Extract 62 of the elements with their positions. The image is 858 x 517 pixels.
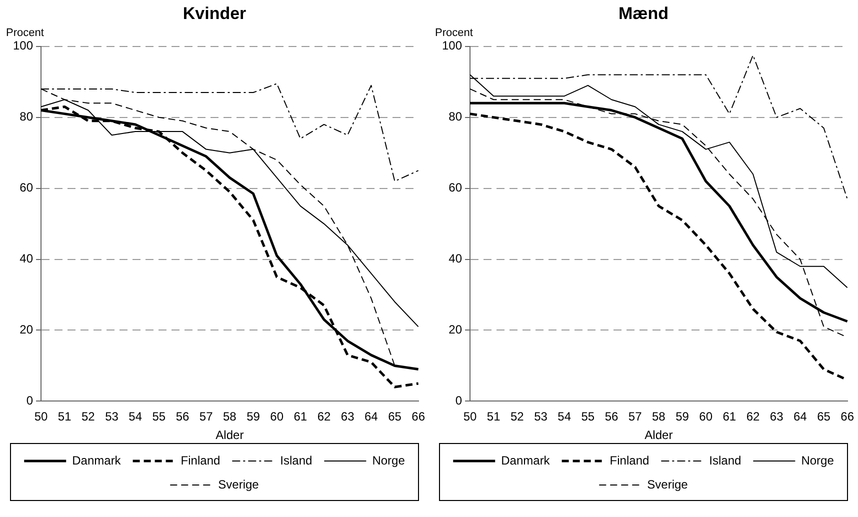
x-tick-label: 62 [746,410,760,424]
y-tick-label: 0 [26,394,34,408]
x-tick-label: 63 [770,410,784,424]
x-tick-label: 64 [364,410,378,424]
x-tick-label: 50 [34,410,48,424]
x-tick-label: 53 [534,410,548,424]
x-tick-label: 62 [317,410,331,424]
y-tick-label: 20 [20,322,34,337]
legend-label: Norge [801,453,834,468]
x-tick-label: 59 [246,410,260,424]
chart-title: Kvinder [182,4,247,23]
y-tick-label: 60 [20,180,34,195]
y-tick-label: 80 [20,110,34,124]
x-tick-label: 65 [817,410,831,424]
legend-label: Island [709,453,742,468]
y-tick-label: 60 [448,180,462,195]
x-tick-label: 60 [270,410,284,424]
x-tick-label: 65 [388,410,402,424]
x-tick-label: 50 [463,410,478,424]
x-tick-label: 51 [58,410,72,424]
x-tick-label: 59 [676,410,690,424]
x-tick-label: 64 [793,410,808,424]
y-axis-title: Procent [435,26,473,39]
legend-label: Danmark [72,453,122,468]
x-tick-label: 56 [604,410,619,424]
x-tick-label: 61 [294,410,308,424]
x-tick-label: 54 [128,410,142,424]
x-tick-label: 57 [199,410,214,424]
legend-label: Sverige [218,477,260,492]
y-axis-title: Procent [6,26,44,39]
legend-label: Finland [610,453,650,468]
x-tick-label: 58 [222,410,237,424]
y-tick-label: 80 [448,110,462,124]
x-tick-label: 53 [105,410,119,424]
chart-title: Mænd [618,4,669,23]
x-tick-label: 51 [486,410,501,424]
legend-label: Norge [372,453,406,468]
y-tick-label: 100 [12,38,34,53]
x-tick-label: 66 [412,410,426,424]
legend-label: Finland [180,453,220,468]
legend-label: Danmark [501,453,551,468]
x-axis-title: Alder [216,428,244,442]
x-tick-label: 55 [152,410,166,424]
y-tick-label: 40 [448,252,462,266]
y-tick-label: 20 [448,322,462,337]
x-tick-label: 60 [699,410,713,424]
y-tick-label: 0 [455,394,462,408]
x-tick-label: 63 [340,410,355,424]
y-tick-label: 40 [20,252,34,266]
x-tick-label: 55 [581,410,595,424]
y-tick-label: 100 [442,38,462,53]
x-tick-label: 54 [558,410,572,424]
legend-label: Island [280,453,312,468]
x-tick-label: 57 [628,410,642,424]
x-tick-label: 52 [510,410,524,424]
legend-label: Sverige [647,477,688,492]
x-tick-label: 58 [652,410,666,424]
x-tick-label: 61 [722,410,736,424]
x-tick-label: 56 [176,410,190,424]
x-tick-label: 66 [840,410,854,424]
x-tick-label: 52 [82,410,96,424]
x-axis-title: Alder [644,428,673,442]
